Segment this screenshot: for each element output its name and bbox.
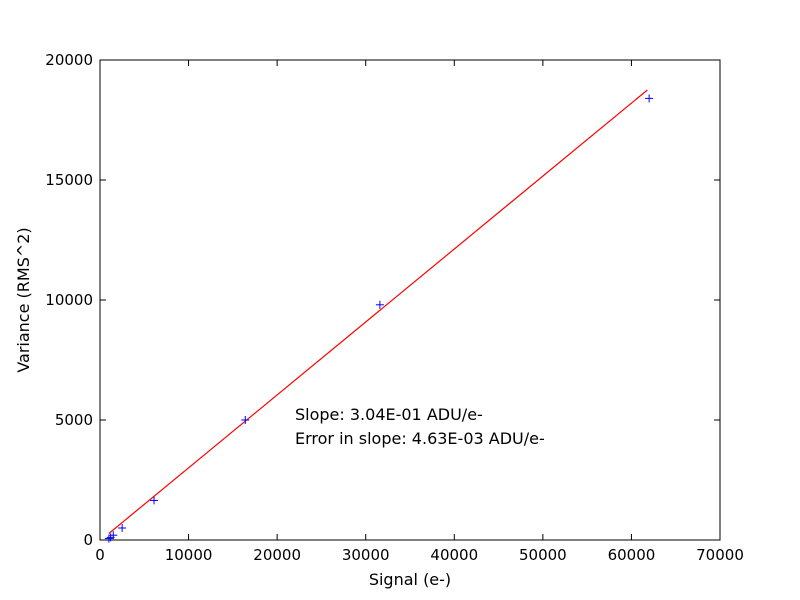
axis-ticks: 0 10000 20000 30000 40000 50000 60000 70000 0 500… (45, 51, 744, 564)
y-tick-label: 10000 (45, 291, 93, 309)
x-tick-label: 60000 (608, 546, 656, 564)
x-tick-label: 20000 (253, 546, 301, 564)
y-tick-label: 5000 (55, 411, 93, 429)
y-axis-label: Variance (RMS^2) (14, 227, 33, 372)
data-point (118, 524, 127, 532)
data-point (241, 416, 250, 424)
x-tick-label: 0 (95, 546, 105, 564)
x-tick-label: 30000 (342, 546, 390, 564)
data-points (104, 94, 654, 543)
data-point (104, 534, 113, 543)
data-point (375, 300, 384, 309)
y-tick-label: 20000 (45, 51, 93, 69)
x-tick-label: 70000 (696, 546, 744, 564)
y-tick-label: 15000 (45, 171, 93, 189)
slope-annotation: Slope: 3.04E-01 ADU/e- (295, 405, 483, 424)
plot-area (99, 59, 721, 541)
fit-line (108, 89, 648, 534)
data-point (150, 496, 159, 505)
x-tick-label: 40000 (430, 546, 478, 564)
slope-error-annotation: Error in slope: 4.63E-03 ADU/e- (295, 429, 545, 448)
x-tick-label: 10000 (165, 546, 213, 564)
data-point (109, 531, 118, 540)
x-tick-label: 50000 (519, 546, 567, 564)
x-axis-label: Signal (e-) (369, 570, 451, 589)
fit-line-group (108, 89, 648, 534)
y-tick-label: 0 (83, 531, 93, 549)
data-point (645, 94, 654, 103)
